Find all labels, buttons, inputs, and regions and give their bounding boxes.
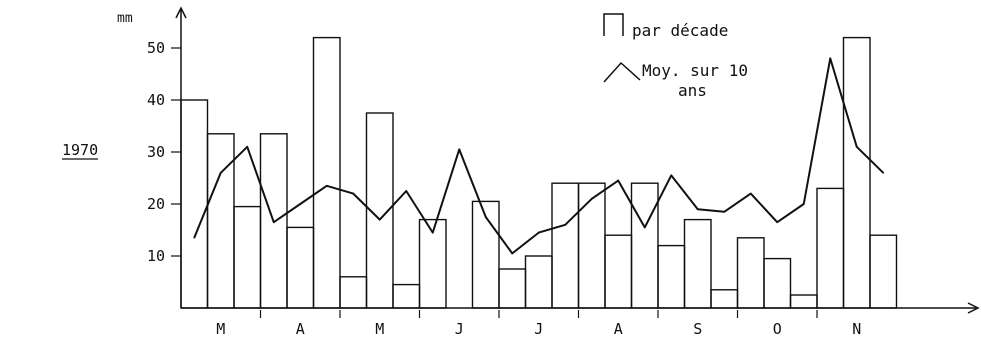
y-axis-arrow <box>175 6 187 19</box>
line-point <box>458 148 461 151</box>
line-point <box>378 218 381 221</box>
line-point <box>617 179 620 182</box>
line-point <box>219 172 222 174</box>
bar <box>604 234 633 309</box>
bar <box>471 200 500 309</box>
legend: par décade Moy. sur 10 ans <box>603 13 748 100</box>
legend-line-symbol <box>603 61 641 83</box>
legend-line-label-1: Moy. sur 10 <box>642 61 748 80</box>
x-tick-label: S <box>693 320 702 338</box>
line-point <box>511 252 514 255</box>
x-tick-label: M <box>375 320 384 338</box>
bar <box>233 205 262 309</box>
x-tick-label: A <box>614 320 623 338</box>
bar <box>710 289 739 309</box>
line-point <box>246 146 249 148</box>
bar <box>816 187 845 309</box>
line-point <box>723 211 726 213</box>
legend-bar-symbol <box>603 13 624 36</box>
line-point <box>193 237 196 239</box>
average-line <box>193 57 884 255</box>
bar <box>498 268 527 309</box>
bar <box>577 182 606 309</box>
bar <box>259 133 288 309</box>
line-point <box>802 203 805 205</box>
bar <box>339 276 368 309</box>
line-point <box>537 231 540 234</box>
x-tick-label: J <box>534 320 543 338</box>
bar-series <box>180 36 898 309</box>
line-point <box>696 208 699 210</box>
line-point <box>484 216 487 218</box>
bar <box>789 294 818 309</box>
line-point <box>299 203 302 205</box>
bar <box>180 99 209 309</box>
x-tick-label: O <box>773 320 782 338</box>
line-point <box>272 221 275 223</box>
bar <box>286 226 315 309</box>
y-tick-label: 50 <box>147 39 165 57</box>
legend-bar-label: par décade <box>632 21 728 40</box>
line-point <box>405 190 408 192</box>
bar <box>683 218 712 309</box>
line-point <box>643 226 646 229</box>
bar <box>630 182 659 309</box>
line-point <box>882 172 885 174</box>
bar <box>657 244 686 309</box>
bar <box>842 36 871 309</box>
legend-line-label-2: ans <box>678 81 707 100</box>
x-tick-label: A <box>296 320 305 338</box>
line-point <box>829 57 832 60</box>
y-tick-label: 10 <box>147 247 165 265</box>
bar <box>763 257 792 309</box>
line-point <box>590 198 593 200</box>
line-point <box>749 192 752 195</box>
bar <box>551 182 580 309</box>
bar <box>365 112 394 309</box>
x-tick-label: M <box>216 320 225 338</box>
line-point <box>431 231 434 234</box>
y-axis-unit: mm <box>117 11 133 26</box>
bar <box>418 218 447 309</box>
line-point <box>670 174 673 177</box>
axis-ticks: 10 20 30 40 50 M A M J J A S O N <box>147 39 861 338</box>
y-tick-label: 30 <box>147 143 165 161</box>
bar <box>736 237 765 309</box>
line-point <box>352 192 355 195</box>
year-label: 1970 <box>62 141 98 159</box>
bar <box>206 133 235 309</box>
bar <box>869 234 898 309</box>
bar <box>524 255 553 309</box>
line-point <box>855 146 858 148</box>
line-point <box>564 224 567 226</box>
bar <box>312 36 341 309</box>
y-tick-label: 40 <box>147 91 165 109</box>
x-tick-label: N <box>852 320 861 338</box>
line-point <box>776 221 779 223</box>
x-tick-label: J <box>455 320 464 338</box>
y-tick-label: 20 <box>147 195 165 213</box>
line-point <box>325 185 328 187</box>
line-series <box>193 57 885 255</box>
x-axis-arrow <box>967 302 980 314</box>
bar <box>392 283 421 309</box>
